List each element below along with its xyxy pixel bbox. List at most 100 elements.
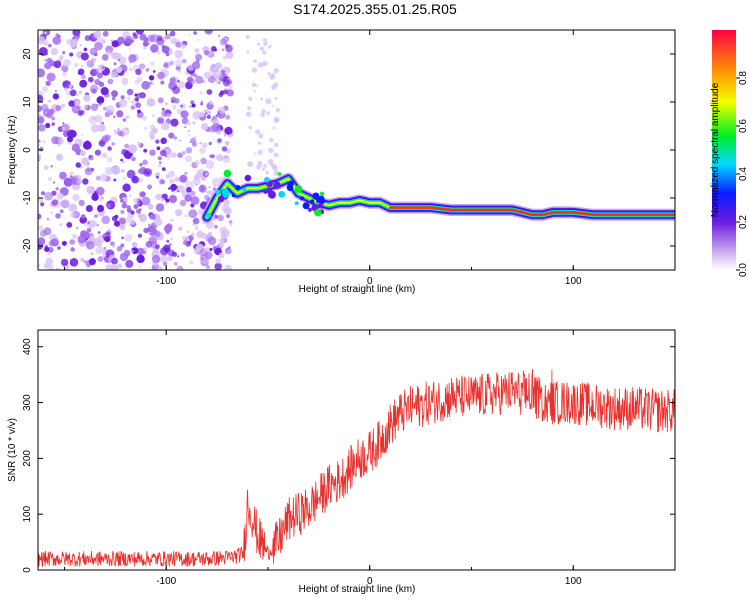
ridge-blob: [266, 187, 273, 194]
noise-blob: [124, 204, 127, 207]
noise-blob: [274, 96, 278, 100]
noise-blob: [205, 265, 211, 270]
noise-blob: [59, 223, 63, 227]
noise-blob: [143, 148, 148, 153]
noise-blob: [96, 72, 103, 79]
noise-blob: [120, 95, 125, 100]
noise-blob: [206, 191, 210, 194]
noise-blob: [112, 96, 116, 101]
ridge-blob: [294, 201, 299, 206]
noise-blob: [107, 156, 113, 163]
noise-blob: [88, 76, 94, 83]
noise-blob: [95, 246, 104, 255]
noise-blob: [208, 190, 214, 196]
noise-blob: [91, 252, 94, 255]
noise-blob: [127, 96, 131, 100]
noise-blob: [158, 164, 162, 168]
noise-blob: [38, 213, 42, 220]
noise-blob: [194, 226, 199, 231]
noise-blob: [225, 148, 231, 154]
noise-blob: [144, 126, 148, 130]
noise-blob: [136, 247, 145, 256]
noise-blob: [48, 108, 55, 115]
noise-blob: [87, 221, 90, 224]
noise-blob: [165, 33, 171, 40]
noise-blob: [195, 225, 198, 228]
noise-blob: [161, 107, 165, 111]
noise-blob: [44, 244, 49, 249]
noise-blob: [273, 152, 279, 158]
x-tick-label: 0: [367, 576, 373, 587]
noise-blob: [193, 135, 197, 139]
noise-blob: [167, 255, 173, 262]
noise-blob: [157, 51, 161, 55]
noise-blob: [141, 143, 144, 146]
noise-blob: [60, 258, 69, 267]
noise-blob: [151, 127, 158, 134]
noise-blob: [194, 160, 200, 166]
noise-blob: [113, 115, 116, 119]
noise-blob: [159, 161, 162, 164]
noise-blob: [179, 174, 188, 183]
noise-blob: [96, 204, 105, 213]
noise-blob: [89, 84, 99, 94]
noise-blob: [198, 184, 207, 193]
noise-blob: [74, 100, 80, 106]
y-tick-label: 100: [22, 505, 33, 522]
ridge-blob: [319, 191, 325, 196]
noise-blob: [194, 74, 198, 78]
noise-blob: [91, 124, 100, 133]
ridge-blob: [307, 207, 312, 212]
noise-blob: [97, 231, 101, 234]
noise-blob: [149, 149, 156, 156]
noise-blob: [86, 227, 92, 233]
noise-blob: [267, 72, 271, 76]
noise-blob: [191, 141, 197, 147]
noise-blob: [128, 54, 137, 63]
noise-blob: [157, 117, 165, 124]
colorbar-tick-label: 0.2: [738, 215, 749, 229]
noise-blob: [133, 204, 139, 210]
noise-blob: [123, 43, 126, 46]
ridge-blob: [312, 192, 320, 200]
noise-blob: [77, 110, 84, 116]
ridge-blob: [294, 185, 303, 193]
noise-blob: [165, 174, 171, 179]
ridge-blob: [235, 185, 241, 191]
y-tick-label: 20: [22, 48, 33, 60]
noise-blob: [204, 172, 209, 176]
noise-blob: [135, 102, 142, 108]
noise-blob: [122, 118, 127, 122]
ridge-blob: [302, 202, 310, 210]
noise-blob: [168, 243, 172, 247]
noise-blob: [263, 163, 267, 168]
noise-blob: [52, 93, 60, 100]
noise-blob: [52, 36, 61, 45]
noise-blob: [136, 254, 145, 264]
noise-blob: [113, 62, 117, 66]
noise-blob: [169, 60, 174, 66]
x-tick-label: -100: [156, 576, 176, 587]
noise-blob: [154, 217, 163, 227]
ridge-blob: [273, 181, 281, 189]
noise-blob: [192, 111, 201, 120]
noise-blob: [166, 223, 173, 230]
noise-blob: [50, 211, 54, 215]
noise-blob: [246, 50, 250, 54]
noise-blob: [273, 68, 279, 74]
noise-blob: [130, 210, 135, 215]
noise-blob: [192, 61, 201, 70]
noise-blob: [266, 111, 270, 116]
noise-blob: [257, 62, 264, 68]
noise-blob: [182, 151, 186, 155]
noise-blob: [82, 140, 92, 150]
noise-blob: [217, 81, 221, 84]
noise-blob: [42, 140, 46, 144]
noise-blob: [134, 97, 139, 102]
noise-blob: [228, 220, 233, 224]
snr-ylabel: SNR (10 * v/v): [7, 418, 18, 482]
noise-blob: [38, 105, 42, 113]
ridge-blob: [310, 199, 315, 204]
ridge-blob: [300, 196, 305, 201]
